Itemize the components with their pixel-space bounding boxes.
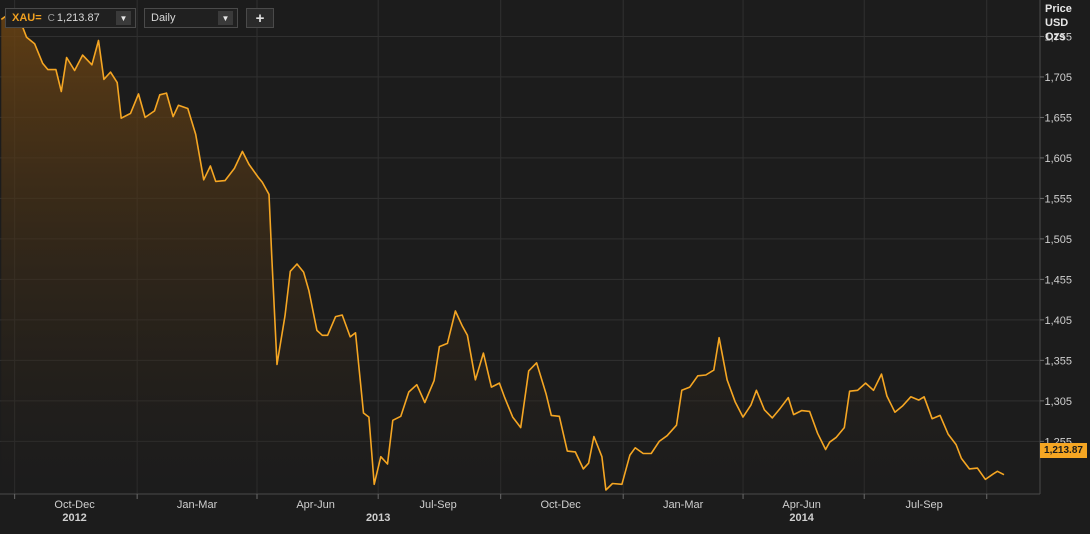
price-line[interactable] [0,13,1005,491]
x-quarter-label: Jul-Sep [419,499,456,511]
plus-icon: + [255,9,265,27]
y-tick-label: 1,755 [1044,31,1072,43]
y-tick-label: 1,455 [1044,274,1072,286]
symbol-last-value: 1,213.87 [56,12,100,24]
x-year-label: 2013 [366,512,390,524]
y-axis-title-line: Ozs [1045,31,1066,43]
symbol-selector[interactable]: XAU= C 1,213.87 ▼ [5,8,136,28]
x-year-label: 2012 [62,512,86,524]
y-axis-title: Price USD Ozs [1045,2,1072,44]
interval-selector[interactable]: Daily ▼ [144,8,238,28]
x-quarter-label: Jul-Sep [906,499,943,511]
x-year-label: 2014 [789,512,814,524]
chevron-down-icon[interactable]: ▼ [116,11,131,25]
price-area-fill [1,14,1005,494]
chevron-down-icon[interactable]: ▼ [218,11,233,25]
y-axis-title-line: Price [1045,3,1072,15]
x-quarter-label: Jan-Mar [177,499,218,511]
x-quarter-label: Jan-Mar [663,499,704,511]
interval-value: Daily [151,12,176,24]
y-tick-label: 1,605 [1044,153,1072,165]
add-series-button[interactable]: + [246,8,274,28]
chart-toolbar: XAU= C 1,213.87 ▼ Daily ▼ + [5,8,274,30]
y-tick-label: 1,355 [1044,355,1072,367]
y-tick-label: 1,655 [1044,112,1072,124]
last-price-badge: 1,213.87 [1040,443,1087,458]
y-tick-label: 1,705 [1044,72,1072,84]
x-axis-ticks: Oct-Dec Jan-Mar Apr-Jun Jul-Sep Oct-Dec Jan-M… [14,494,988,524]
x-quarter-label: Apr-Jun [782,499,821,511]
y-tick-label: 1,305 [1044,396,1072,408]
y-axis-title-line: USD [1045,17,1069,29]
y-tick-label: 1,505 [1044,234,1072,246]
close-flag: C [47,12,55,24]
x-quarter-label: Apr-Jun [296,499,335,511]
y-tick-label: 1,405 [1044,315,1072,327]
x-quarter-label: Oct-Dec [54,499,95,511]
x-quarter-label: Oct-Dec [540,499,581,511]
symbol-code: XAU= [12,12,42,24]
y-tick-label: 1,555 [1044,193,1072,205]
